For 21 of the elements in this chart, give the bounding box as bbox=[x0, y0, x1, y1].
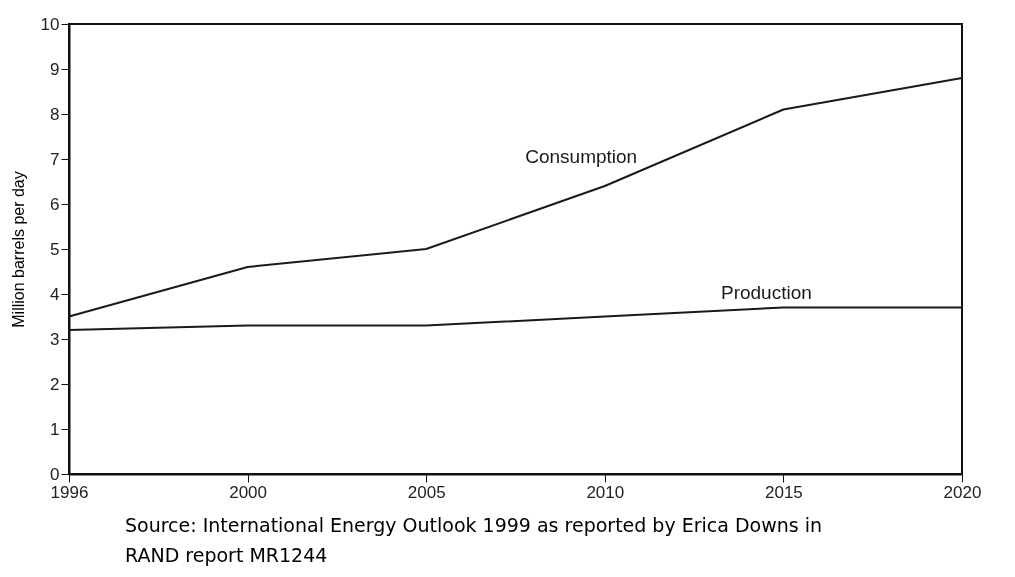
y-tick-label: 9 bbox=[50, 59, 60, 79]
x-tick-label: 1996 bbox=[50, 482, 89, 502]
y-tick-label: 5 bbox=[50, 239, 60, 259]
y-tick-label: 10 bbox=[40, 14, 60, 34]
y-tick-label: 8 bbox=[50, 104, 60, 124]
x-tick-label: 2020 bbox=[943, 482, 982, 502]
y-tick-label: 3 bbox=[50, 329, 60, 349]
series-label: Consumption bbox=[525, 146, 638, 167]
source-note: Source: International Energy Outlook 1999 as reported by Erica Downs in RAND report MR1244 bbox=[125, 513, 824, 568]
x-tick-label: 2005 bbox=[407, 482, 446, 502]
y-tick-label: 4 bbox=[50, 284, 60, 304]
x-tick-label: 2010 bbox=[586, 482, 625, 502]
y-tick-label: 0 bbox=[50, 464, 60, 484]
y-tick-label: 1 bbox=[50, 419, 60, 439]
x-tick-label: 2015 bbox=[764, 482, 803, 502]
series-label: Production bbox=[720, 281, 812, 303]
x-tick-label: 2000 bbox=[229, 482, 268, 502]
y-tick-label: 7 bbox=[50, 149, 60, 169]
y-tick-label: 2 bbox=[50, 374, 60, 394]
y-tick-label: 6 bbox=[50, 194, 60, 214]
y-axis-title: Million barrels per day bbox=[9, 171, 27, 328]
